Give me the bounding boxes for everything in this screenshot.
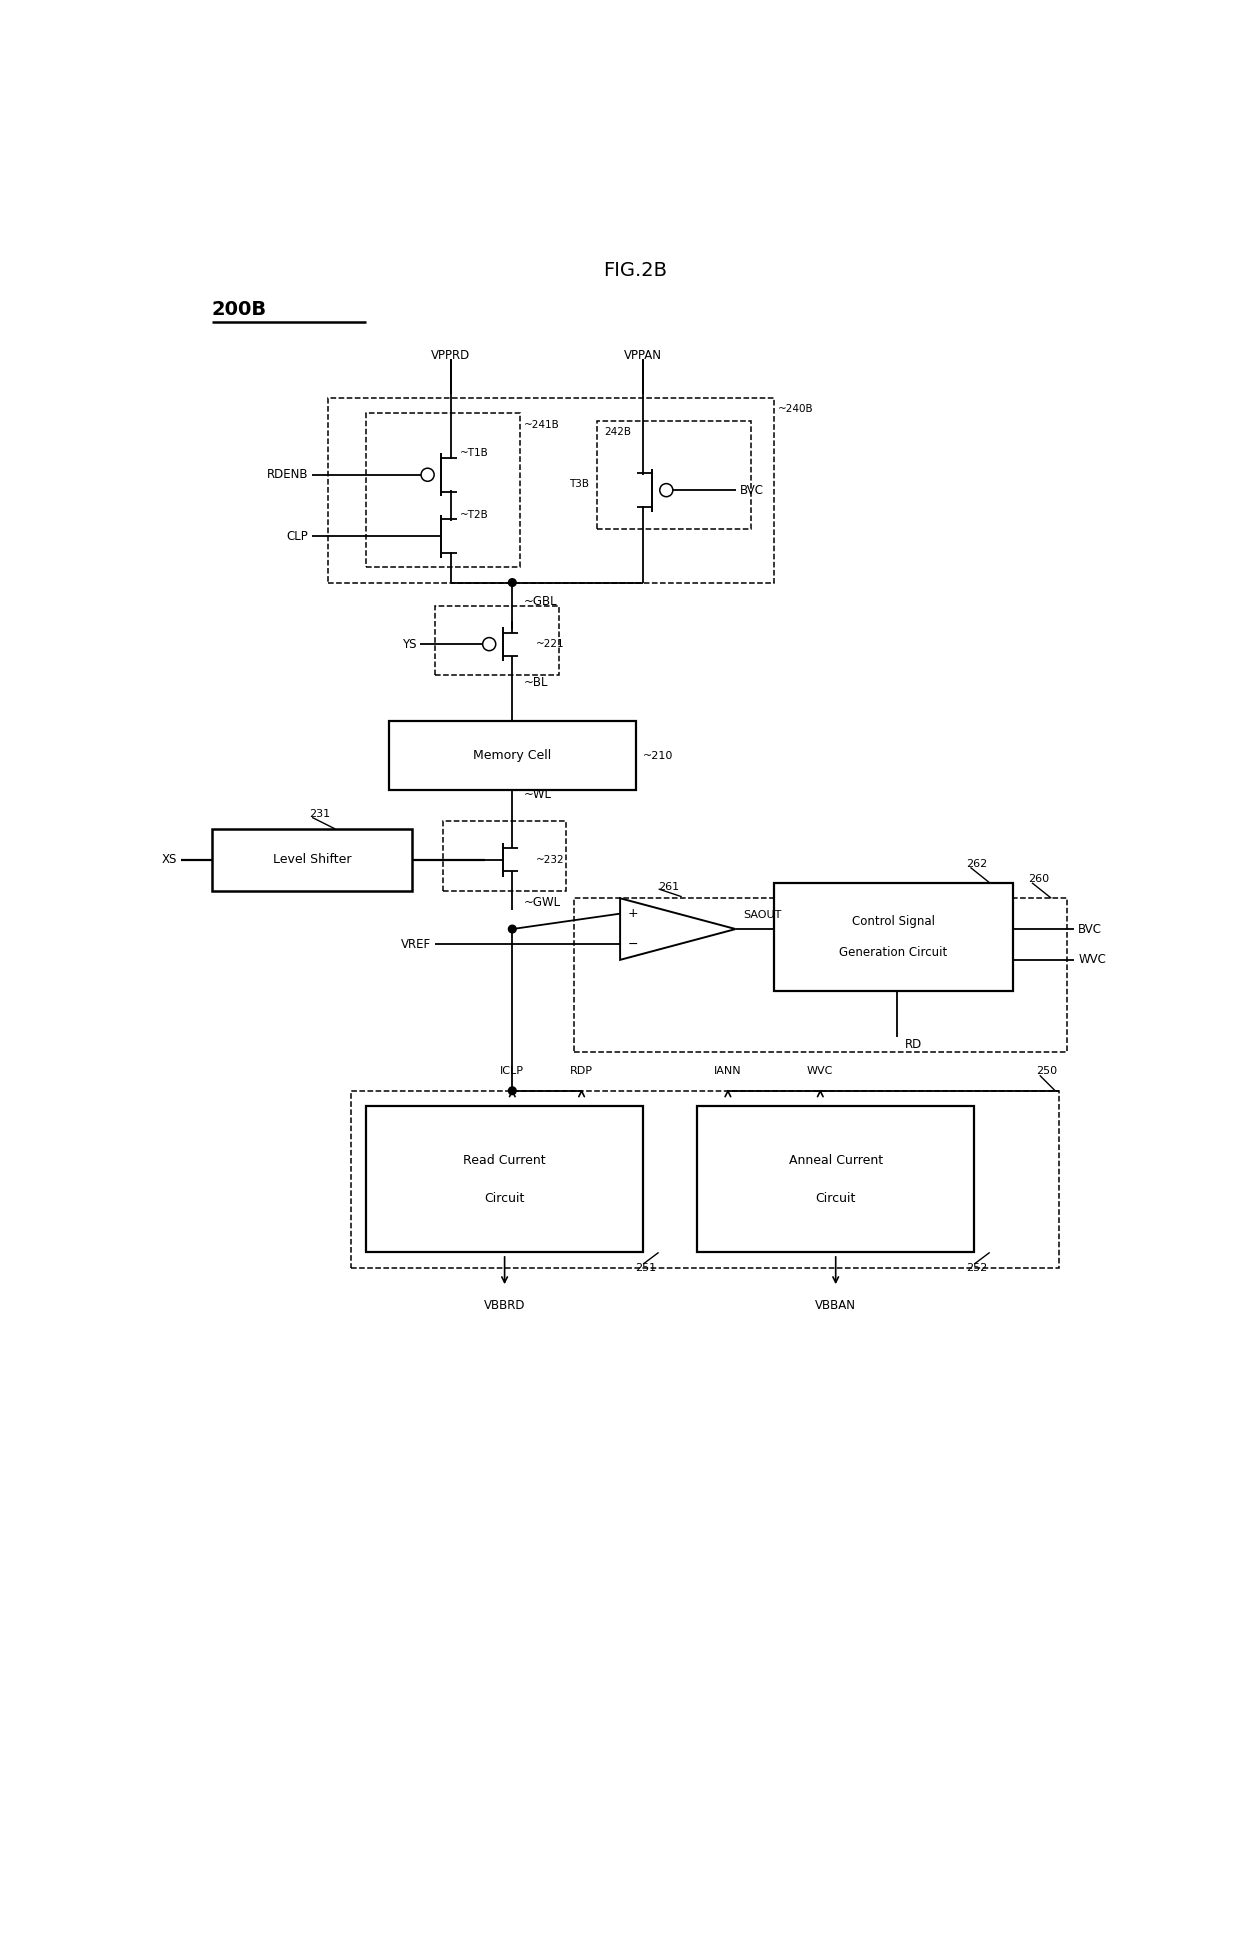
Bar (774, 882, 1013, 991)
Text: ~210: ~210 (644, 751, 673, 760)
Text: ICLP: ICLP (500, 1066, 525, 1076)
Text: RDP: RDP (570, 1066, 593, 1076)
Text: 200B: 200B (212, 300, 267, 319)
Circle shape (508, 579, 516, 586)
Text: XS: XS (162, 853, 177, 867)
Text: VREF: VREF (402, 938, 432, 950)
Circle shape (422, 468, 434, 482)
Circle shape (482, 639, 496, 650)
Text: YS: YS (402, 639, 417, 650)
Text: T3B: T3B (569, 480, 589, 490)
Text: SAOUT: SAOUT (743, 909, 781, 921)
Bar (435, 606, 558, 675)
Circle shape (508, 925, 516, 933)
Text: Level Shifter: Level Shifter (273, 853, 351, 867)
Bar (389, 722, 635, 791)
Text: Read Current: Read Current (464, 1153, 546, 1167)
Text: VPPAN: VPPAN (624, 348, 662, 362)
Bar (327, 399, 774, 582)
Bar (574, 898, 1066, 1053)
Text: ~241B: ~241B (523, 420, 559, 430)
Bar (697, 1107, 975, 1252)
Text: ~BL: ~BL (523, 675, 548, 689)
Text: Circuit: Circuit (816, 1192, 856, 1206)
Text: 251: 251 (635, 1264, 657, 1273)
Bar (366, 1107, 644, 1252)
Text: WVC: WVC (807, 1066, 833, 1076)
Text: VBBAN: VBBAN (815, 1298, 856, 1312)
Circle shape (508, 1087, 516, 1095)
Bar (351, 1091, 1059, 1267)
Text: IANN: IANN (714, 1066, 742, 1076)
Text: FIG.2B: FIG.2B (604, 261, 667, 281)
Bar (596, 420, 751, 528)
Text: RD: RD (905, 1037, 923, 1051)
Text: BVC: BVC (1079, 923, 1102, 935)
Text: ~240B: ~240B (777, 404, 813, 414)
Text: −: − (627, 938, 639, 950)
Text: VPPRD: VPPRD (432, 348, 470, 362)
Text: ~232: ~232 (536, 855, 564, 865)
Text: BVC: BVC (739, 484, 764, 497)
Text: Anneal Current: Anneal Current (789, 1153, 883, 1167)
Text: ~T2B: ~T2B (460, 509, 489, 521)
Text: ~221: ~221 (536, 639, 564, 648)
Bar (443, 820, 567, 890)
Text: ~T1B: ~T1B (460, 449, 489, 459)
Text: 242B: 242B (605, 428, 631, 437)
Text: CLP: CLP (286, 530, 309, 544)
Text: VBBRD: VBBRD (484, 1298, 526, 1312)
Text: Generation Circuit: Generation Circuit (839, 946, 947, 958)
Text: RDENB: RDENB (267, 468, 309, 482)
Bar (212, 828, 412, 890)
Text: ~GBL: ~GBL (523, 596, 558, 608)
Text: 261: 261 (658, 882, 680, 892)
Text: 252: 252 (967, 1264, 988, 1273)
Bar (366, 414, 520, 567)
Text: Circuit: Circuit (485, 1192, 525, 1206)
Text: Memory Cell: Memory Cell (474, 749, 552, 762)
Text: 231: 231 (309, 809, 330, 819)
Text: 260: 260 (1028, 875, 1049, 884)
Text: +: + (627, 908, 639, 921)
Text: Control Signal: Control Signal (852, 915, 935, 929)
Circle shape (660, 484, 673, 497)
Text: ~GWL: ~GWL (523, 896, 560, 909)
Text: 250: 250 (1035, 1066, 1056, 1076)
Text: ~WL: ~WL (523, 788, 552, 801)
Text: WVC: WVC (1079, 954, 1106, 966)
Text: 262: 262 (967, 859, 988, 869)
